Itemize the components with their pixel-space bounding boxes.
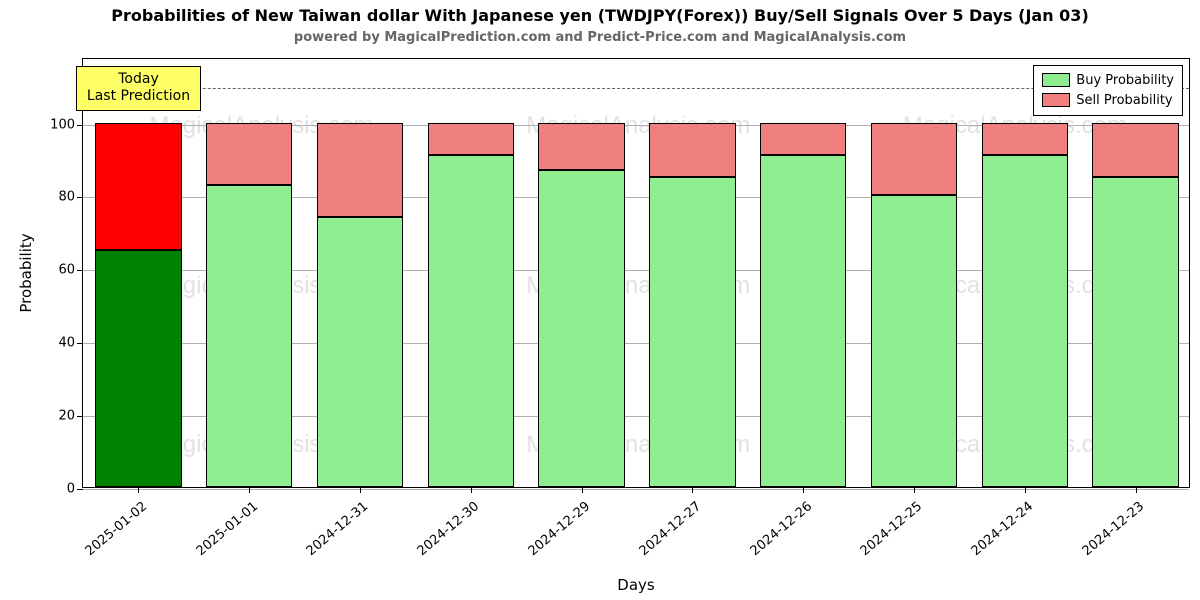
x-tick-mark <box>582 487 583 493</box>
legend-item: Sell Probability <box>1042 90 1174 110</box>
bar-group <box>538 57 624 487</box>
bar-group <box>428 57 514 487</box>
today-annotation-line1: Today <box>87 71 190 89</box>
bar-buy <box>649 177 735 487</box>
x-tick-mark <box>914 487 915 493</box>
bar-buy <box>428 155 514 487</box>
bar-sell <box>428 123 514 156</box>
x-tick-label: 2025-01-01 <box>193 499 261 559</box>
bar-group <box>760 57 846 487</box>
x-tick-label: 2024-12-31 <box>304 499 372 559</box>
bar-buy <box>871 195 957 487</box>
x-tick-mark <box>249 487 250 493</box>
bar-group <box>95 57 181 487</box>
bar-group <box>649 57 735 487</box>
x-tick-label: 2024-12-30 <box>415 499 483 559</box>
x-tick-label: 2024-12-26 <box>747 499 815 559</box>
x-tick-label: 2024-12-23 <box>1080 499 1148 559</box>
today-annotation: TodayLast Prediction <box>76 66 201 111</box>
x-tick-label: 2024-12-27 <box>637 499 705 559</box>
bar-buy <box>95 250 181 487</box>
x-tick-mark <box>803 487 804 493</box>
legend-swatch <box>1042 73 1070 87</box>
bar-buy <box>760 155 846 487</box>
y-tick-label: 40 <box>58 336 83 351</box>
x-tick-mark <box>360 487 361 493</box>
legend-label: Buy Probability <box>1076 73 1174 88</box>
x-tick-mark <box>1136 487 1137 493</box>
y-tick-label: 60 <box>58 263 83 278</box>
bar-sell <box>871 123 957 196</box>
legend-item: Buy Probability <box>1042 70 1174 90</box>
bar-sell <box>95 123 181 251</box>
bar-buy <box>1092 177 1178 487</box>
bar-buy <box>538 170 624 487</box>
y-axis-label: Probability <box>17 233 35 312</box>
bar-sell <box>760 123 846 156</box>
chart-title: Probabilities of New Taiwan dollar With … <box>0 6 1200 25</box>
today-annotation-line2: Last Prediction <box>87 88 190 106</box>
bar-group <box>982 57 1068 487</box>
legend: Buy Probability Sell Probability <box>1033 65 1183 116</box>
bar-sell <box>1092 123 1178 178</box>
bar-sell <box>982 123 1068 156</box>
y-tick-label: 20 <box>58 409 83 424</box>
chart-subtitle: powered by MagicalPrediction.com and Pre… <box>0 30 1200 45</box>
bar-group <box>206 57 292 487</box>
x-tick-label: 2024-12-29 <box>526 499 594 559</box>
plot-area: MagicalAnalysis.comMagicalAnalysis.comMa… <box>82 58 1190 488</box>
legend-label: Sell Probability <box>1076 93 1172 108</box>
bar-sell <box>538 123 624 170</box>
bar-sell <box>649 123 735 178</box>
legend-swatch <box>1042 93 1070 107</box>
bar-group <box>317 57 403 487</box>
bar-sell <box>206 123 292 185</box>
x-tick-mark <box>138 487 139 493</box>
bar-buy <box>206 185 292 487</box>
y-tick-label: 100 <box>50 117 83 132</box>
y-tick-label: 80 <box>58 190 83 205</box>
y-tick-label: 0 <box>67 482 83 497</box>
x-tick-mark <box>471 487 472 493</box>
x-axis-label: Days <box>617 576 654 594</box>
bar-sell <box>317 123 403 218</box>
x-tick-mark <box>1025 487 1026 493</box>
bar-buy <box>982 155 1068 487</box>
x-tick-mark <box>692 487 693 493</box>
x-tick-label: 2025-01-02 <box>83 499 151 559</box>
bar-buy <box>317 217 403 487</box>
x-tick-label: 2024-12-25 <box>858 499 926 559</box>
bar-group <box>1092 57 1178 487</box>
bar-group <box>871 57 957 487</box>
x-tick-label: 2024-12-24 <box>969 499 1037 559</box>
chart-container: Probabilities of New Taiwan dollar With … <box>0 0 1200 600</box>
